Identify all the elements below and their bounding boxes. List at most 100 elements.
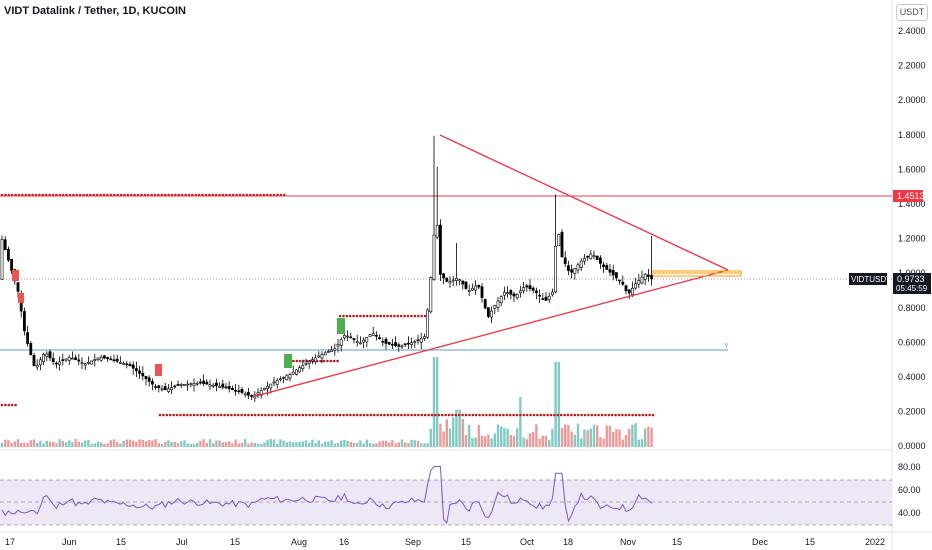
candle-body [579, 260, 583, 268]
volume-bar [36, 442, 39, 447]
price-axis[interactable]: 2.4000 2.2000 2.0000 1.8000 1.6000 1.4000 1.20… [898, 26, 926, 451]
candle-body [432, 234, 436, 280]
volume-bar [148, 440, 151, 447]
time-tick-label: Jul [176, 537, 188, 547]
volume-bar [557, 362, 560, 447]
candle-body [630, 287, 634, 295]
dotted-level-point [502, 413, 505, 417]
candle-body [496, 300, 500, 308]
candle-body [32, 355, 36, 366]
volume-bar [231, 443, 234, 447]
sell-signal-marker [18, 293, 24, 303]
volume-bar [215, 440, 218, 447]
candle-body [598, 257, 602, 264]
triangle-upper-trendline[interactable] [439, 134, 729, 271]
volume-bar [253, 442, 256, 447]
candle-body [643, 273, 647, 280]
dotted-level-point [291, 413, 294, 417]
volume-bar [192, 443, 196, 447]
volume-bar [336, 442, 340, 447]
dotted-level-point [230, 413, 233, 417]
dotted-level-point [648, 413, 651, 417]
candle-body [416, 339, 420, 342]
volume-bar [490, 438, 493, 447]
candle-body [298, 367, 302, 373]
candle-body [611, 269, 615, 276]
dotted-level-point [338, 314, 342, 318]
volume-bar [512, 435, 516, 447]
dotted-level-point [328, 413, 332, 417]
candle-body [278, 378, 282, 381]
dotted-level-point [532, 413, 536, 417]
volume-bar [634, 423, 637, 447]
volume-bar [640, 439, 644, 447]
dotted-level-point [318, 413, 322, 417]
sell-signal-marker [12, 270, 19, 281]
dotted-level-point [508, 413, 512, 417]
dotted-level-point [386, 314, 389, 318]
dotted-level-point [298, 413, 301, 417]
volume-bar [576, 423, 580, 447]
volume-bar [608, 425, 612, 447]
dotted-level-point [233, 413, 237, 417]
currency-unit-button[interactable]: USDT [896, 4, 928, 21]
volume-bar [180, 441, 183, 447]
support-line-marker: Y [724, 343, 729, 350]
candle-body [67, 357, 71, 361]
candle-body [534, 290, 538, 294]
rsi-axis[interactable]: 80.00 60.00 40.00 [898, 462, 921, 518]
volume-bar [224, 442, 228, 447]
candle-body [29, 343, 33, 355]
volume-bar [464, 434, 468, 447]
dotted-level-point [321, 413, 325, 417]
volume-bar [205, 442, 208, 447]
dotted-level-point [420, 413, 424, 417]
dotted-level-point [348, 314, 352, 318]
candle-body [269, 383, 273, 389]
triangle-lower-trendline[interactable] [251, 269, 729, 398]
dotted-level-point [359, 413, 362, 417]
dotted-level-point [294, 413, 298, 417]
volume-bar [378, 441, 381, 447]
dotted-level-point [216, 413, 220, 417]
candle-body [438, 224, 442, 275]
dotted-level-point [485, 413, 488, 417]
volume-bar [68, 440, 71, 447]
volume-bar [61, 440, 64, 447]
dotted-level-point [185, 413, 189, 417]
candle-body [362, 339, 366, 343]
volume-bar [391, 440, 394, 447]
volume-bar [141, 439, 144, 447]
dotted-level-point [165, 413, 169, 417]
candle-body [413, 341, 417, 343]
candle-body [371, 333, 375, 336]
dotted-level-point [182, 413, 186, 417]
volume-bar [93, 443, 96, 447]
candle-body [563, 257, 567, 264]
time-tick-label: Aug [291, 537, 307, 547]
dotted-level-point [607, 413, 611, 417]
candle-body [323, 352, 327, 356]
volume-bar [324, 441, 327, 447]
dotted-level-point [576, 413, 580, 417]
volume-bar [599, 436, 602, 447]
volume-bar [340, 440, 343, 447]
candle-body [64, 358, 68, 361]
candle-body [560, 231, 564, 258]
volume-bar [42, 443, 45, 447]
time-axis[interactable]: 17 Jun 15 Jul 15 Aug 16 Sep 15 Oct 18 Nov 15 Dec 15 202… [5, 537, 885, 547]
volume-bar [589, 428, 592, 447]
last-price-label: 0.9733 [897, 274, 925, 284]
volume-bar [592, 425, 596, 447]
volume-bar [103, 443, 106, 447]
dotted-level-point [342, 314, 345, 318]
candle-body [330, 349, 334, 353]
volume-bar [368, 443, 372, 447]
dotted-level-point [393, 314, 396, 318]
volume-bar [135, 441, 138, 447]
dotted-level-point [399, 314, 403, 318]
dotted-level-point [536, 413, 539, 417]
symbol-tag [849, 273, 887, 285]
dotted-level-point [457, 413, 461, 417]
